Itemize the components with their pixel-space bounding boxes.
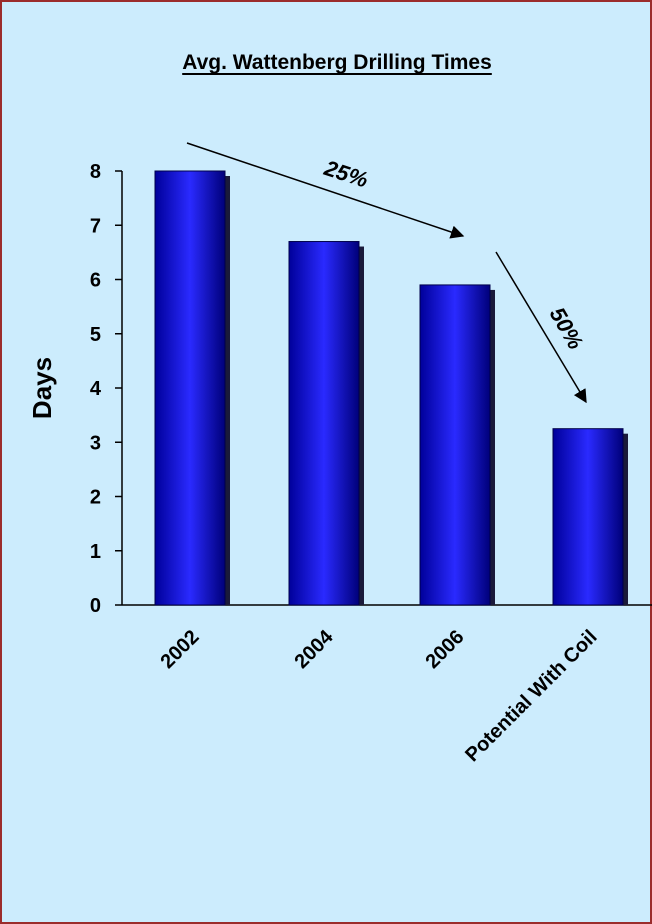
bar — [288, 241, 360, 606]
trend-label-2: 50% — [545, 303, 589, 354]
bar — [552, 428, 624, 606]
x-category-label: 2004 — [291, 625, 339, 673]
y-tick-label: 2 — [90, 487, 101, 509]
trend-arrow-2 — [495, 251, 587, 404]
bar — [154, 170, 226, 606]
y-tick-label: 0 — [90, 595, 101, 617]
x-category-label: Potential With Coil — [461, 626, 601, 766]
y-tick-label: 4 — [90, 378, 102, 400]
bar — [419, 284, 491, 606]
trend-annotations: 25% 50% — [186, 142, 589, 404]
chart-title: Avg. Wattenberg Drilling Times — [182, 51, 492, 74]
y-tick-label: 7 — [90, 215, 101, 237]
trend-arrow-1 — [186, 142, 465, 239]
y-tick-label: 3 — [90, 432, 101, 454]
y-tick-label: 1 — [90, 541, 101, 563]
y-tick-label: 8 — [90, 161, 101, 183]
x-category-label: 2006 — [422, 626, 469, 673]
trend-label-1: 25% — [321, 155, 372, 193]
x-category-label: 2002 — [157, 626, 204, 673]
y-tick-label: 6 — [90, 270, 101, 292]
y-tick-label: 5 — [90, 324, 101, 346]
y-axis-label: Days — [27, 357, 57, 419]
